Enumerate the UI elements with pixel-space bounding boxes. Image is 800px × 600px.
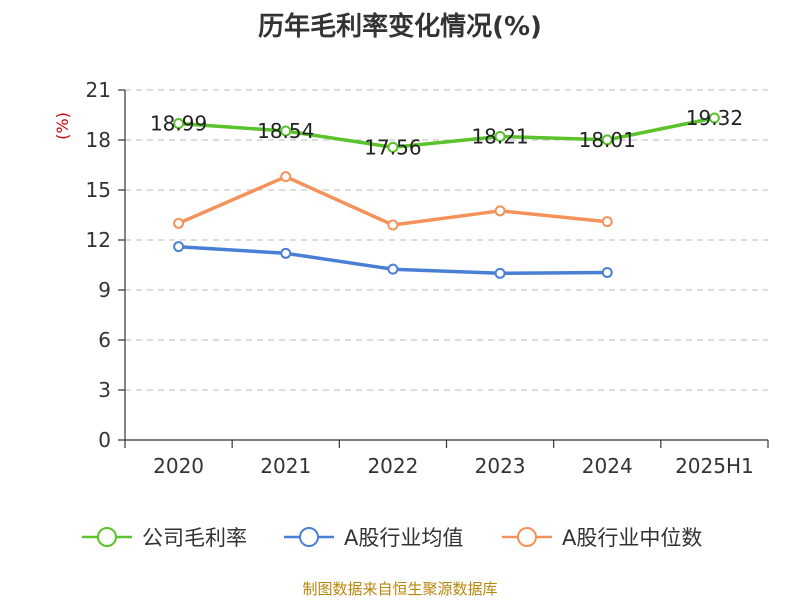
data-label: 18.54 (257, 119, 314, 143)
data-label: 18.01 (579, 128, 636, 152)
data-point (280, 125, 292, 137)
legend-label: A股行业均值 (344, 526, 463, 550)
y-tick-label: 9 (98, 278, 111, 302)
y-tick-label: 6 (98, 328, 111, 352)
x-tick-label: 2023 (475, 454, 526, 478)
data-point (173, 217, 185, 229)
data-point (494, 267, 506, 279)
y-tick-label: 12 (86, 228, 111, 252)
data-point (601, 134, 613, 146)
chart-title: 历年毛利率变化情况(%) (258, 12, 542, 42)
data-point (280, 171, 292, 183)
data-point (387, 219, 399, 231)
data-point (601, 216, 613, 228)
data-point (173, 241, 185, 253)
x-tick-label: 2025H1 (675, 454, 754, 478)
data-label: 18.99 (150, 112, 207, 136)
legend-swatch-marker (97, 527, 117, 547)
series-line (176, 174, 610, 227)
data-point (280, 247, 292, 259)
y-tick-label: 3 (98, 378, 111, 402)
x-tick-label: 2020 (153, 454, 204, 478)
y-unit-label: (%) (53, 112, 72, 140)
y-tick-label: 0 (98, 428, 111, 452)
data-point (387, 263, 399, 275)
legend-swatch-marker (517, 527, 537, 547)
y-tick-label: 21 (86, 78, 111, 102)
legend-label: A股行业中位数 (562, 526, 702, 550)
data-point (494, 131, 506, 142)
data-point (387, 141, 399, 153)
data-point (494, 205, 506, 217)
data-label: 19.32 (686, 106, 743, 130)
source-note: 制图数据来自恒生聚源数据库 (302, 580, 498, 598)
data-point (173, 118, 185, 129)
data-point (601, 267, 613, 278)
legend-label: 公司毛利率 (142, 526, 247, 550)
y-tick-label: 15 (86, 178, 111, 202)
data-label: 18.21 (471, 125, 528, 149)
x-tick-label: 2021 (260, 454, 311, 478)
x-tick-label: 2022 (367, 454, 418, 478)
x-tick-label: 2024 (582, 454, 633, 478)
series-line (176, 116, 717, 150)
legend-swatch-marker (299, 527, 319, 547)
data-label: 17.56 (364, 135, 421, 159)
data-point (708, 112, 720, 124)
y-tick-label: 18 (86, 128, 111, 152)
